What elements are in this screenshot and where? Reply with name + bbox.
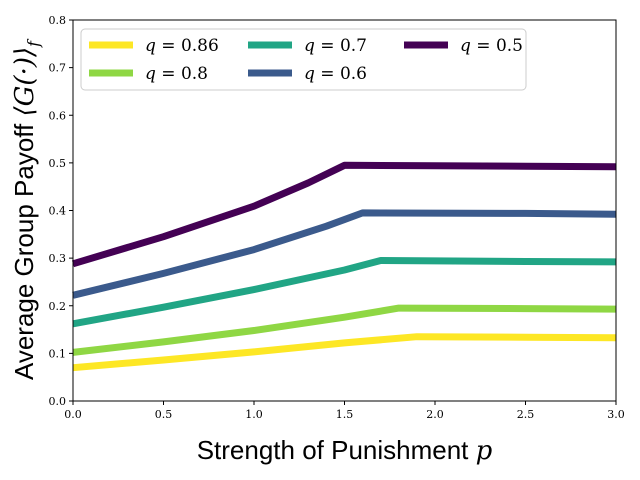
y-tick-label: 0.2: [49, 300, 67, 313]
series-line-1: [72, 304, 617, 356]
series-line-0: [72, 333, 617, 372]
series-line-3: [72, 209, 617, 299]
y-tick-label: 0.7: [49, 62, 67, 75]
y-tick-label: 0.4: [49, 205, 67, 218]
series-lines: [71, 161, 617, 372]
y-axis-label: Average Group Payoff ⟨G(·)⟩f: [9, 38, 43, 380]
x-tick-label: 3.0: [607, 408, 625, 421]
legend-label-3: q = 0.6: [304, 64, 367, 84]
y-tick-label: 0.5: [49, 157, 67, 170]
x-tick-label: 2.5: [517, 408, 535, 421]
y-tick-label: 0.3: [49, 252, 67, 265]
x-tick-label: 2.0: [426, 408, 444, 421]
x-axis-label: Strength of Punishment p: [197, 435, 493, 466]
legend: q = 0.86 q = 0.8 q = 0.7 q = 0.6 q = 0.5: [80, 28, 527, 91]
y-tick-label: 0.6: [49, 109, 67, 122]
y-axis-ticks: 0.0 0.1 0.2 0.3 0.4 0.5 0.6 0.7 0.8: [49, 14, 73, 408]
y-tick-label: 0.1: [49, 347, 67, 360]
x-tick-label: 1.5: [336, 408, 354, 421]
legend-label-1: q = 0.8: [145, 64, 208, 84]
x-tick-label: 0.0: [64, 408, 82, 421]
legend-label-4: q = 0.5: [460, 36, 523, 56]
x-tick-label: 0.5: [155, 408, 173, 421]
y-tick-label: 0.8: [49, 14, 67, 27]
series-line-4: [71, 161, 617, 268]
y-tick-label: 0.0: [49, 395, 67, 408]
series-line-2: [72, 257, 617, 328]
legend-label-0: q = 0.86: [145, 36, 219, 56]
x-tick-label: 1.0: [245, 408, 263, 421]
x-axis-ticks: 0.0 0.5 1.0 1.5 2.0 2.5 3.0: [64, 401, 625, 421]
legend-label-2: q = 0.7: [304, 36, 367, 56]
